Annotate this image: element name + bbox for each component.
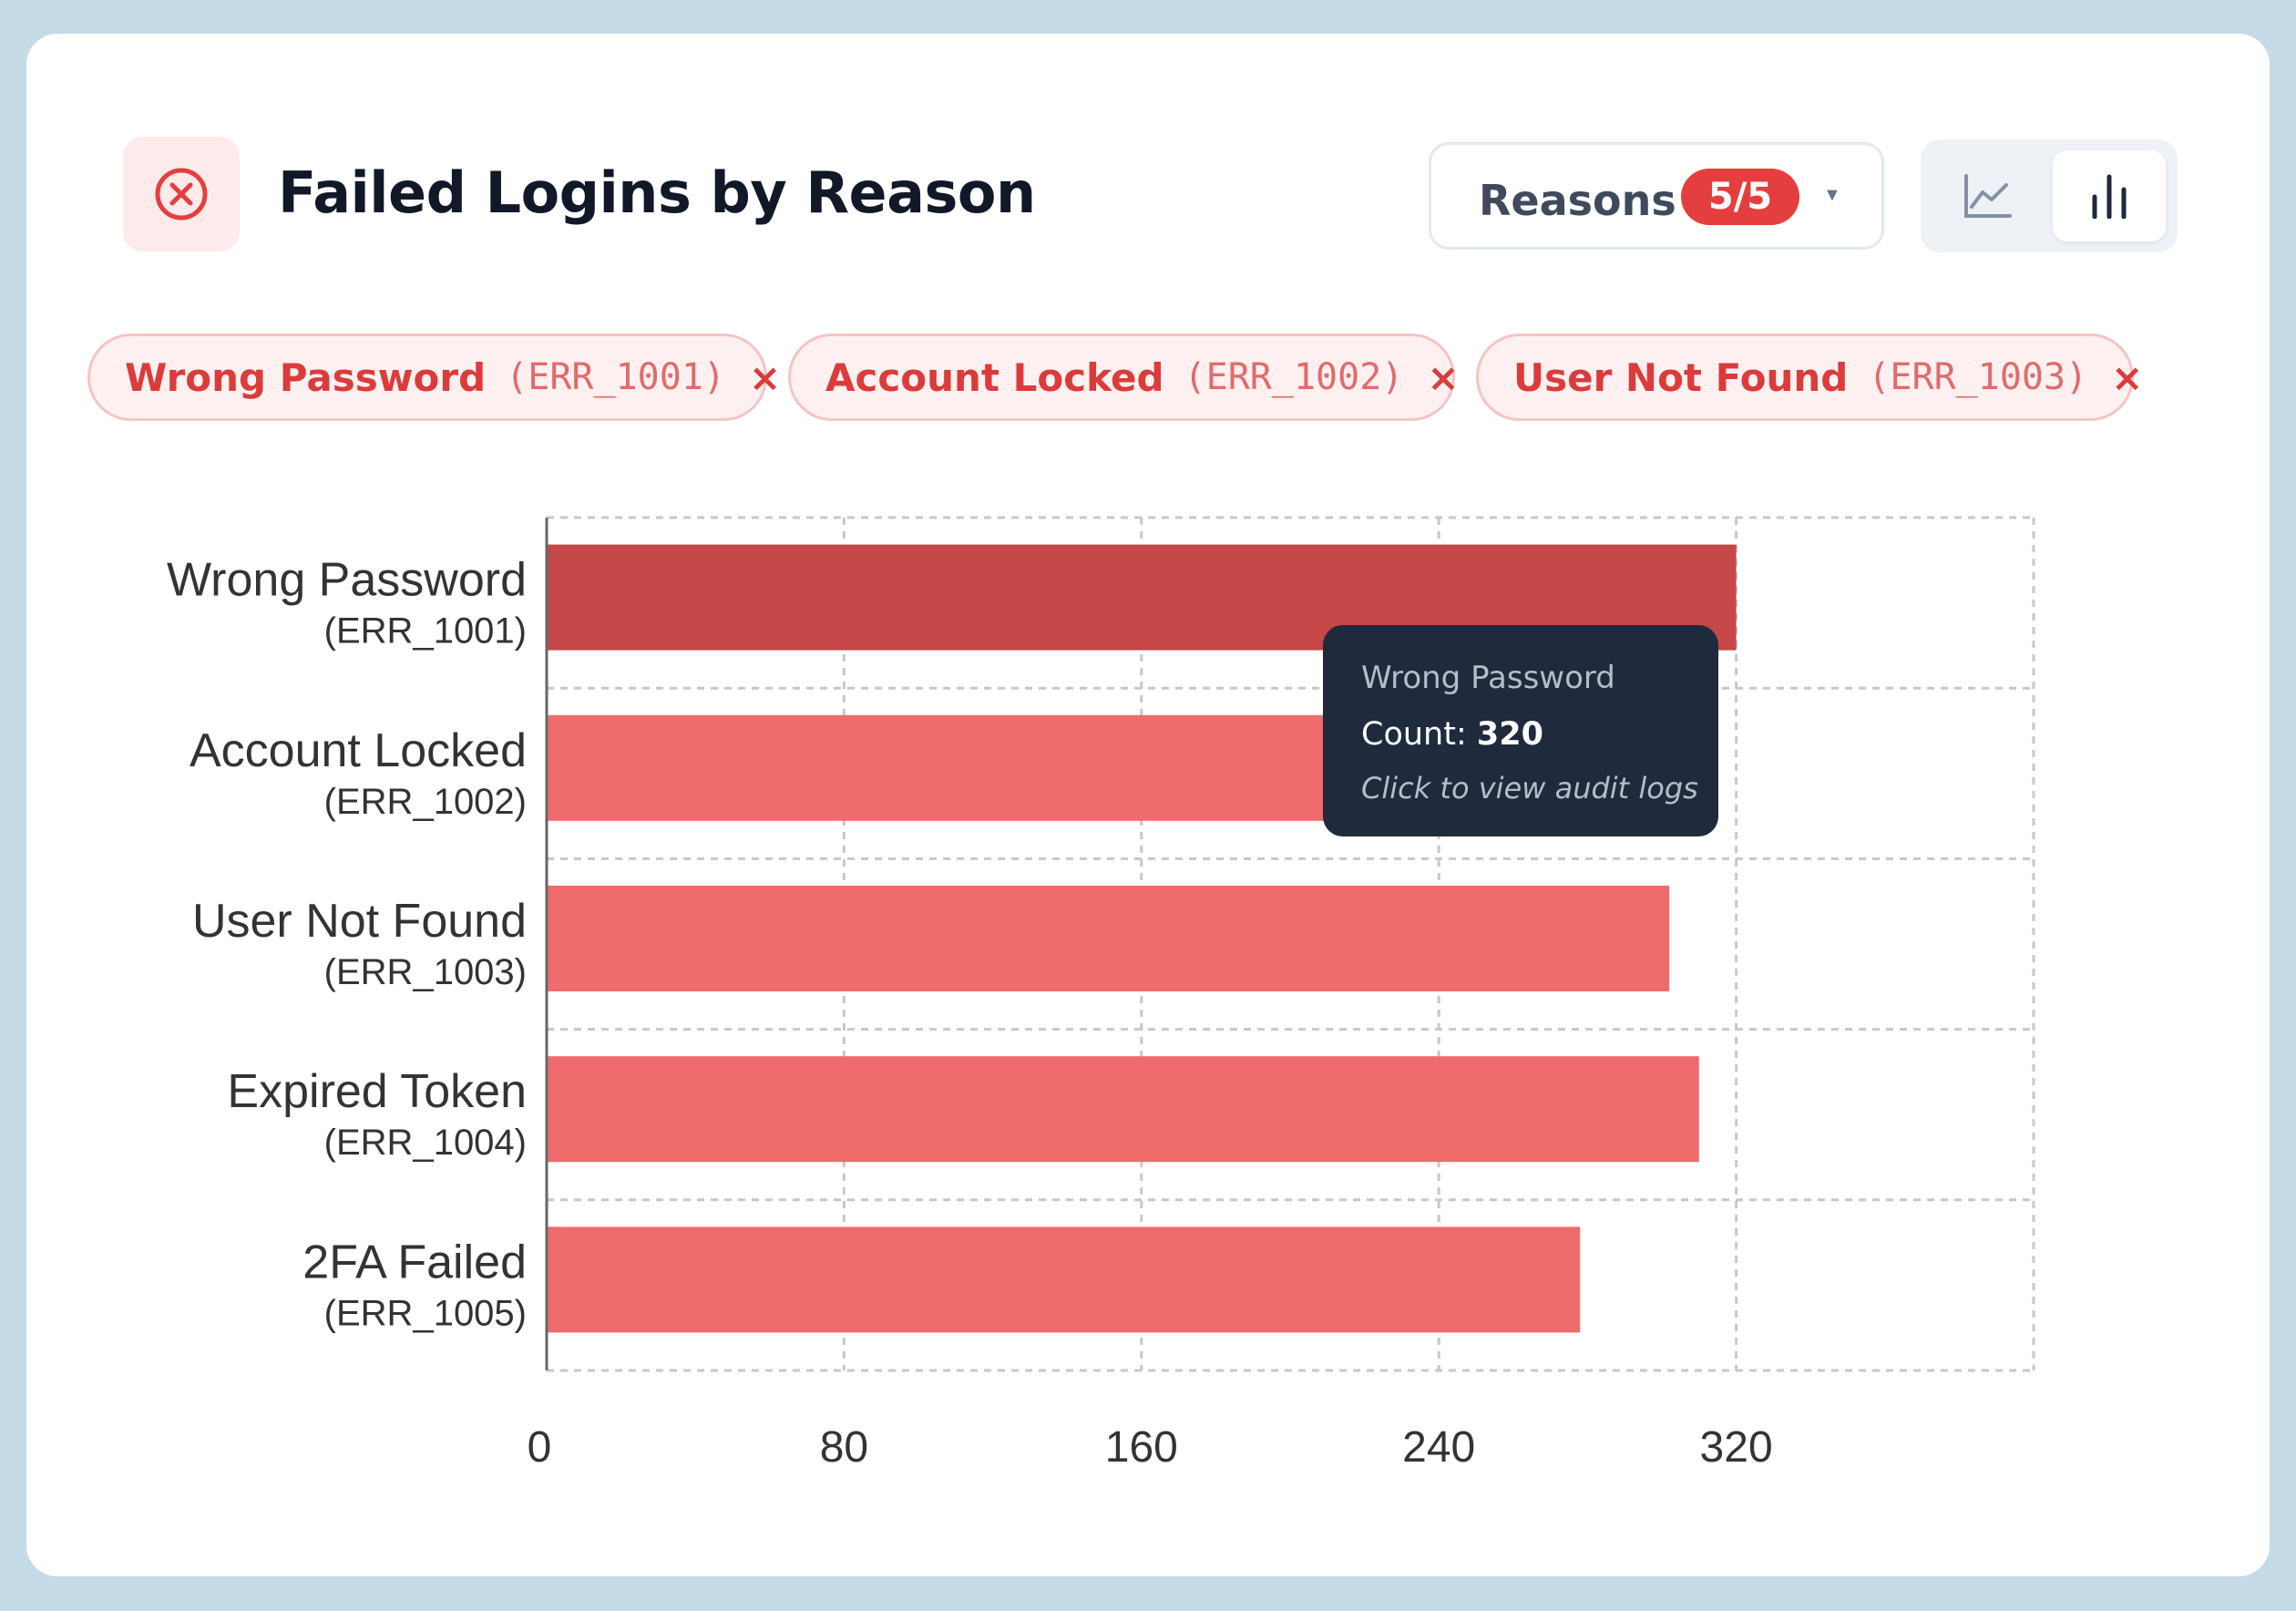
chip-label: Wrong Password <box>125 354 487 400</box>
reasons-label: Reasons <box>1479 176 1676 225</box>
category-code: (ERR_1002) <box>324 782 527 822</box>
chip-label: User Not Found <box>1513 354 1849 400</box>
x-tick-label: 320 <box>1700 1423 1773 1472</box>
category-label: 2FA Failed <box>302 1236 527 1288</box>
tooltip-title: Wrong Password <box>1361 660 1615 696</box>
line-chart-icon <box>1964 174 2012 218</box>
category-code: (ERR_1003) <box>324 952 527 992</box>
tooltip-count-value: 320 <box>1476 716 1543 753</box>
x-tick-label: 240 <box>1402 1423 1475 1472</box>
tooltip-hint: Click to view audit logs <box>1361 771 1698 806</box>
chip-label: Account Locked <box>825 354 1164 400</box>
bar-chart-icon <box>2092 174 2127 219</box>
tooltip-count-label: Count: <box>1361 716 1467 753</box>
x-tick-label: 160 <box>1105 1423 1178 1472</box>
x-circle-icon <box>155 168 208 221</box>
filter-chip-user-not-found: User Not Found (ERR_1003) × <box>1476 333 2143 421</box>
chip-code: (ERR_1001) <box>506 356 725 398</box>
category-code: (ERR_1005) <box>324 1293 527 1333</box>
category-label: Account Locked <box>190 724 527 777</box>
x-tick-label: 80 <box>820 1423 868 1472</box>
close-icon[interactable]: × <box>2111 354 2144 400</box>
tooltip-count: Count: 320 <box>1361 716 1543 753</box>
chart-title: Failed Logins by Reason <box>278 159 1036 226</box>
x-tick-label: 0 <box>528 1423 552 1472</box>
close-icon[interactable]: × <box>1427 354 1460 400</box>
chart-tooltip: Wrong Password Count: 320 Click to view … <box>1323 625 1718 836</box>
bar-view-button[interactable] <box>2053 150 2166 241</box>
reasons-dropdown[interactable]: Reasons 5/5 ▼ <box>1429 142 1884 250</box>
close-icon[interactable]: × <box>749 354 782 400</box>
view-toggle <box>1921 139 2178 252</box>
category-label: User Not Found <box>192 895 527 948</box>
error-icon-box <box>123 137 240 251</box>
filter-chip-account-locked: Account Locked (ERR_1002) × <box>788 333 1460 421</box>
line-view-button[interactable] <box>1932 150 2045 241</box>
category-code: (ERR_1004) <box>324 1123 527 1163</box>
category-label: Expired Token <box>227 1065 527 1118</box>
reasons-count-badge: 5/5 <box>1681 169 1799 225</box>
chip-code: (ERR_1003) <box>1868 356 2088 398</box>
category-label: Wrong Password <box>167 554 527 607</box>
filter-chip-wrong-password: Wrong Password (ERR_1001) × <box>87 333 781 421</box>
bar[interactable] <box>547 1226 1581 1333</box>
caret-down-icon: ▼ <box>1823 185 1841 205</box>
bar[interactable] <box>547 886 1670 991</box>
chip-code: (ERR_1002) <box>1184 356 1404 398</box>
category-code: (ERR_1001) <box>324 611 527 652</box>
bar[interactable] <box>547 1056 1699 1163</box>
